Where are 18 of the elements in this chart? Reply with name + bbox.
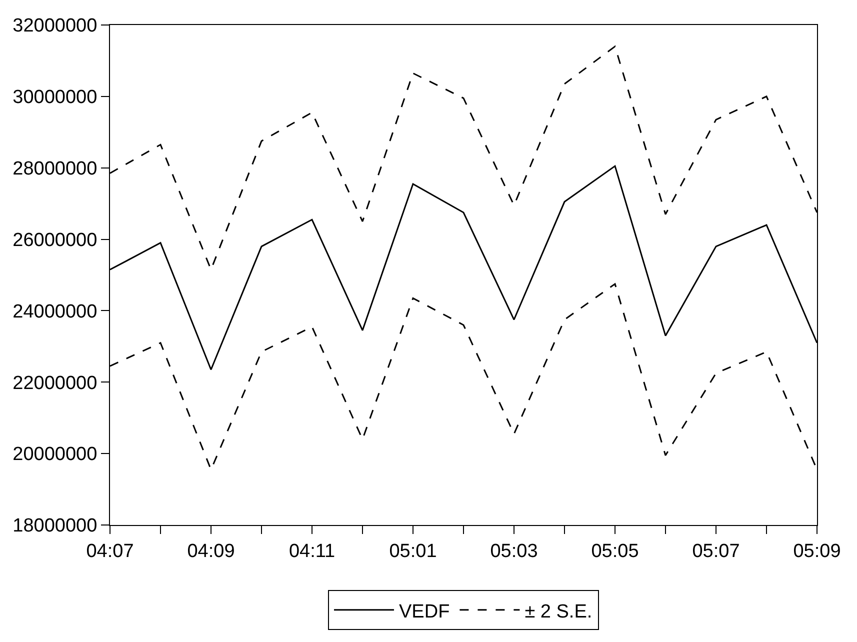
y-tick-label: 28000000 xyxy=(12,158,98,180)
legend-label: ± 2 S.E. xyxy=(524,601,592,622)
x-tick-label: 05:07 xyxy=(692,540,740,562)
x-tick-label: 05:05 xyxy=(591,540,639,562)
y-tick-label: 32000000 xyxy=(12,16,98,37)
y-tick-label: 22000000 xyxy=(12,372,98,394)
x-tick-label: 04:11 xyxy=(288,540,336,562)
y-tick-label: 20000000 xyxy=(12,444,98,466)
x-tick-label: 05:01 xyxy=(389,540,437,562)
x-tick-label: 04:09 xyxy=(187,540,235,562)
y-tick-label: 26000000 xyxy=(12,230,98,251)
y-tick-label: 24000000 xyxy=(12,301,98,322)
y-tick-label: 18000000 xyxy=(12,516,98,537)
y-tick-label: 30000000 xyxy=(12,87,98,108)
x-tick-label: 05:03 xyxy=(490,540,538,562)
x-tick-label: 04:07 xyxy=(86,540,134,562)
x-tick-label: 05:09 xyxy=(793,540,841,562)
legend-label: VEDF xyxy=(399,601,450,622)
